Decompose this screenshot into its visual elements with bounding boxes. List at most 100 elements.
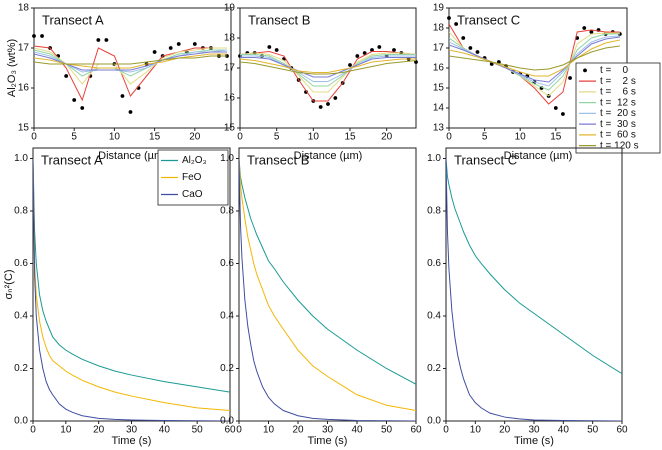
x-tick-label: 60: [224, 425, 236, 436]
y-tick-label: 1.0: [14, 153, 28, 164]
x-axis-label: Time (s): [514, 435, 554, 447]
legend-label: t = 12 s: [600, 97, 636, 108]
data-point: [176, 42, 181, 46]
x-tick-label: 30: [126, 425, 138, 436]
chart-title: Transect C: [454, 152, 517, 167]
data-point: [318, 105, 323, 109]
x-tick-label: 30: [322, 425, 334, 436]
legend-marker: [583, 68, 587, 73]
data-point: [96, 38, 101, 42]
x-tick-label: 5: [482, 132, 488, 143]
data-point: [267, 45, 272, 49]
x-tick-label: 50: [381, 425, 393, 436]
series-line: [240, 54, 416, 87]
data-point: [72, 98, 77, 102]
x-axis-label: Time (s): [112, 435, 152, 447]
legend-label: FeO: [182, 172, 202, 183]
x-tick-label: 20: [189, 132, 201, 143]
series-line: [240, 50, 416, 102]
y-tick-label: 13: [433, 123, 445, 134]
plot-frame: [33, 7, 232, 129]
data-point: [589, 30, 594, 34]
x-tick-label: 10: [308, 132, 320, 143]
legend-label: t = 20 s: [600, 108, 636, 119]
data-point: [461, 36, 466, 40]
y-tick-label: 0.4: [220, 311, 234, 322]
data-point: [80, 106, 85, 110]
chart-title: Transect B: [248, 12, 310, 27]
x-tick-label: 15: [550, 132, 562, 143]
y-tick-label: 0.2: [220, 363, 234, 374]
x-tick-label: 10: [470, 425, 482, 436]
y-tick-label: 17: [18, 43, 30, 54]
x-axis-label: Time (s): [308, 435, 348, 447]
x-tick-label: 5: [274, 132, 280, 143]
legend-label: t = 0: [600, 65, 629, 76]
data-point: [392, 48, 396, 52]
x-tick-label: 40: [558, 425, 570, 436]
x-tick-label: 5: [71, 132, 77, 143]
legend-label: t = 60 s: [600, 130, 636, 141]
x-tick-label: 50: [192, 425, 204, 436]
x-tick-label: 20: [499, 425, 511, 436]
x-tick-label: 10: [109, 132, 121, 143]
y-tick-label: 18: [433, 23, 445, 34]
x-tick-label: 20: [93, 425, 105, 436]
data-point: [475, 50, 480, 54]
legend-label: Al₂O₃: [182, 155, 207, 166]
series-line: [449, 39, 620, 77]
y-tick-label: 1.0: [220, 153, 234, 164]
data-point: [168, 46, 173, 50]
series-line: [240, 57, 416, 78]
data-point: [489, 62, 494, 66]
series-line: [239, 158, 416, 421]
y-tick-label: 15: [224, 123, 236, 134]
y-tick-label: 0.2: [427, 363, 441, 374]
y-tick-label: 16: [433, 63, 445, 74]
data-point: [274, 48, 279, 52]
y-axis-label: Al₂O₃ (wt%): [6, 39, 18, 97]
legend-label: t = 6 s: [600, 87, 636, 98]
series-line: [34, 55, 227, 65]
data-point: [561, 112, 565, 116]
series-line: [240, 55, 416, 82]
y-tick-label: 0.4: [427, 311, 441, 322]
y-tick-label: 17: [433, 43, 445, 54]
x-tick-label: 40: [159, 425, 171, 436]
y-tick-label: 0.4: [14, 311, 28, 322]
series-line: [34, 45, 227, 102]
data-point: [128, 110, 133, 114]
legend-box: [575, 62, 661, 154]
series-line: [446, 158, 622, 375]
data-point: [377, 45, 382, 49]
y-tick-label: 17: [224, 63, 236, 74]
x-tick-label: 20: [381, 132, 393, 143]
x-axis-label: Distance (µm): [504, 150, 573, 162]
series-line: [449, 36, 620, 83]
series-line: [33, 158, 230, 393]
chart-title: Transect C: [457, 12, 520, 27]
data-point: [32, 34, 36, 38]
x-tick-label: 10: [515, 132, 527, 143]
legend-label: t = 30 s: [600, 119, 636, 130]
y-axis-label: σₙ²(C): [3, 269, 15, 299]
y-tick-label: 16: [18, 83, 30, 94]
y-tick-label: 0.2: [14, 363, 28, 374]
x-tick-label: 10: [60, 425, 72, 436]
y-tick-label: 19: [224, 3, 236, 14]
x-tick-label: 30: [528, 425, 540, 436]
data-point: [370, 48, 374, 52]
y-tick-label: 0.8: [14, 206, 28, 217]
x-tick-label: 0: [30, 425, 36, 436]
data-point: [333, 96, 338, 100]
data-point: [362, 51, 367, 55]
x-tick-label: 15: [149, 132, 161, 143]
y-tick-label: 0.6: [14, 258, 28, 269]
series-line: [446, 158, 622, 421]
y-tick-label: 0.0: [14, 416, 28, 427]
data-point: [568, 76, 572, 80]
y-tick-label: 1.0: [427, 153, 441, 164]
y-tick-label: 0.8: [427, 206, 441, 217]
data-point: [152, 50, 157, 54]
